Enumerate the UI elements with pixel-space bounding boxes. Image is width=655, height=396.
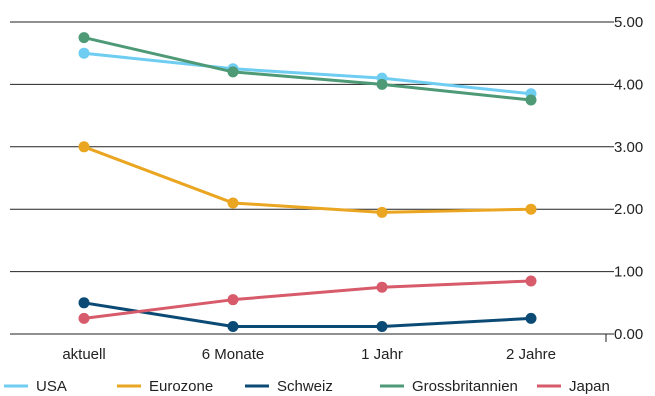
legend-item-eurozone: Eurozone [117, 378, 213, 395]
y-tick-label: 1.00 [614, 264, 643, 281]
y-tick-label: 0.00 [614, 326, 643, 343]
series-lines [78, 32, 537, 333]
data-point [78, 32, 90, 44]
legend-label: Grossbritannien [412, 378, 518, 395]
series-japan [78, 275, 537, 324]
data-point [227, 197, 239, 209]
data-point [376, 78, 388, 90]
data-point [525, 275, 537, 287]
x-tick-label: 1 Jahr [361, 346, 403, 363]
data-point [525, 94, 537, 106]
x-tick-label: 2 Jahre [506, 346, 556, 363]
y-axis-tick-labels: 0.00 1.00 2.00 3.00 4.00 5.00 [614, 14, 643, 343]
data-point [78, 297, 90, 309]
y-tick-label: 5.00 [614, 14, 643, 31]
data-point [78, 141, 90, 153]
y-tick-label: 3.00 [614, 139, 643, 156]
legend-item-usa: USA [4, 378, 67, 395]
legend-label: Schweiz [277, 378, 333, 395]
legend-item-japan: Japan [537, 378, 610, 395]
series-line [83, 145, 532, 214]
series-line [83, 51, 532, 96]
series-line [83, 301, 532, 329]
series-grossbritannien [78, 32, 537, 106]
legend-label: USA [36, 378, 67, 395]
x-tick-label: aktuell [62, 346, 105, 363]
data-point [227, 294, 239, 306]
series-line [83, 279, 532, 320]
y-tick-label: 4.00 [614, 76, 643, 93]
y-tick-label: 2.00 [614, 201, 643, 218]
data-point [227, 66, 239, 78]
data-point [376, 321, 388, 333]
legend-item-schweiz: Schweiz [245, 378, 333, 395]
x-axis-tick-labels: aktuell 6 Monate 1 Jahr 2 Jahre [62, 334, 607, 363]
legend-label: Japan [569, 378, 610, 395]
data-point [376, 206, 388, 218]
data-point [525, 312, 537, 324]
series-line [83, 36, 532, 102]
data-point [227, 321, 239, 333]
legend-item-grossbritannien: Grossbritannien [380, 378, 518, 395]
gridlines [10, 21, 614, 335]
data-point [78, 47, 90, 59]
series-eurozone [78, 141, 537, 218]
x-tick-label: 6 Monate [202, 346, 265, 363]
data-point [376, 281, 388, 293]
legend-label: Eurozone [149, 378, 213, 395]
data-point [525, 203, 537, 215]
series-schweiz [78, 297, 537, 333]
series-usa [78, 47, 537, 100]
data-point [78, 312, 90, 324]
legend: USA Eurozone Schweiz Grossbritannien Japan [4, 378, 610, 395]
